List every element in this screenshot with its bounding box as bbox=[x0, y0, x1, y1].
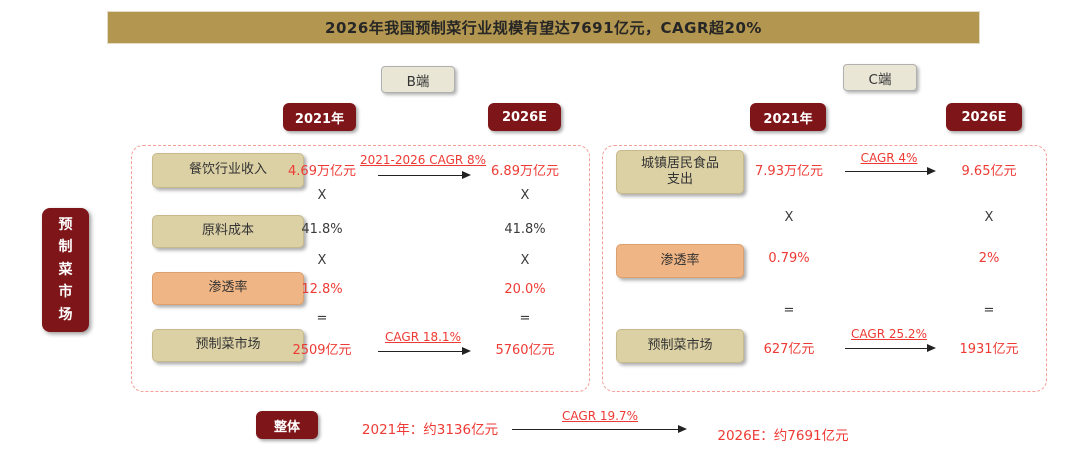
overall-2026-value: 2026E：约7691亿元 bbox=[717, 428, 849, 444]
c-row1-cagr-label: CAGR 4% bbox=[860, 151, 918, 165]
c-row1-label: 城镇居民食品 支出 bbox=[616, 150, 744, 194]
b-operator1-left: X bbox=[317, 188, 327, 203]
c-operator1-right: X bbox=[984, 210, 994, 225]
b-panel-frame bbox=[131, 145, 590, 392]
overall-2021-value: 2021年：约3136亿元 bbox=[361, 422, 499, 438]
overall-arrow bbox=[512, 425, 687, 433]
b-operator3-left: = bbox=[316, 311, 328, 326]
c-row1-label-line1: 城镇居民食品 bbox=[640, 155, 719, 171]
b-row4-label: 预制菜市场 bbox=[152, 329, 304, 362]
overall-badge: 整体 bbox=[256, 411, 318, 439]
c-panel-frame bbox=[602, 145, 1047, 392]
c-side-tag: C端 bbox=[843, 64, 917, 91]
b-row3-label: 渗透率 bbox=[152, 272, 304, 305]
c-col-2021-badge: 2021年 bbox=[750, 103, 826, 131]
b-row1-value-2026: 6.89万亿元 bbox=[491, 164, 559, 179]
b-row3-value-2026: 20.0% bbox=[504, 282, 546, 297]
b-row2-value-2026: 41.8% bbox=[504, 222, 546, 237]
c-row3-value-2026: 1931亿元 bbox=[959, 342, 1019, 357]
b-side-tag: B端 bbox=[381, 66, 455, 93]
b-operator1-right: X bbox=[520, 188, 530, 203]
b-row2-value-2021: 41.8% bbox=[301, 222, 343, 237]
market-side-badge: 预制菜市场 bbox=[42, 208, 89, 332]
c-operator2-left: = bbox=[783, 303, 795, 318]
b-row4-value-2021: 2509亿元 bbox=[292, 343, 352, 358]
b-row1-cagr-label: 2021-2026 CAGR 8% bbox=[360, 153, 487, 167]
c-operator1-left: X bbox=[784, 210, 794, 225]
b-row1-value-2021: 4.69万亿元 bbox=[288, 164, 356, 179]
b-row4-arrow bbox=[378, 347, 471, 355]
c-row2-value-2021: 0.79% bbox=[768, 251, 810, 266]
b-row2-label: 原料成本 bbox=[152, 215, 304, 248]
b-row4-value-2026: 5760亿元 bbox=[495, 343, 555, 358]
c-row3-label: 预制菜市场 bbox=[616, 329, 744, 363]
b-row1-label: 餐饮行业收入 bbox=[152, 153, 304, 188]
b-col-2021-badge: 2021年 bbox=[283, 103, 356, 131]
b-row1-arrow bbox=[378, 171, 471, 179]
market-side-label: 预制菜市场 bbox=[58, 217, 73, 323]
b-row4-cagr-label: CAGR 18.1% bbox=[385, 330, 461, 344]
overall-cagr-label: CAGR 19.7% bbox=[562, 409, 638, 423]
b-operator3-right: = bbox=[519, 311, 531, 326]
c-row1-arrow bbox=[845, 167, 936, 175]
figure-title: 2026年我国预制菜行业规模有望达7691亿元，CAGR超20% bbox=[107, 11, 980, 44]
b-operator2-right: X bbox=[520, 253, 530, 268]
c-row2-label: 渗透率 bbox=[616, 244, 744, 278]
c-col-2026-badge: 2026E bbox=[946, 103, 1022, 131]
c-row1-value-2026: 9.65亿元 bbox=[961, 164, 1017, 179]
b-row3-value-2021: 12.8% bbox=[301, 282, 343, 297]
b-operator2-left: X bbox=[317, 253, 327, 268]
c-row3-arrow bbox=[845, 344, 936, 352]
b-col-2026-badge: 2026E bbox=[488, 103, 561, 131]
c-operator2-right: = bbox=[983, 303, 995, 318]
c-row1-value-2021: 7.93万亿元 bbox=[755, 164, 823, 179]
c-row3-cagr-label: CAGR 25.2% bbox=[851, 327, 927, 341]
c-row3-value-2021: 627亿元 bbox=[763, 342, 815, 357]
c-row1-label-line2: 支出 bbox=[666, 172, 693, 187]
c-row2-value-2026: 2% bbox=[978, 251, 1000, 266]
